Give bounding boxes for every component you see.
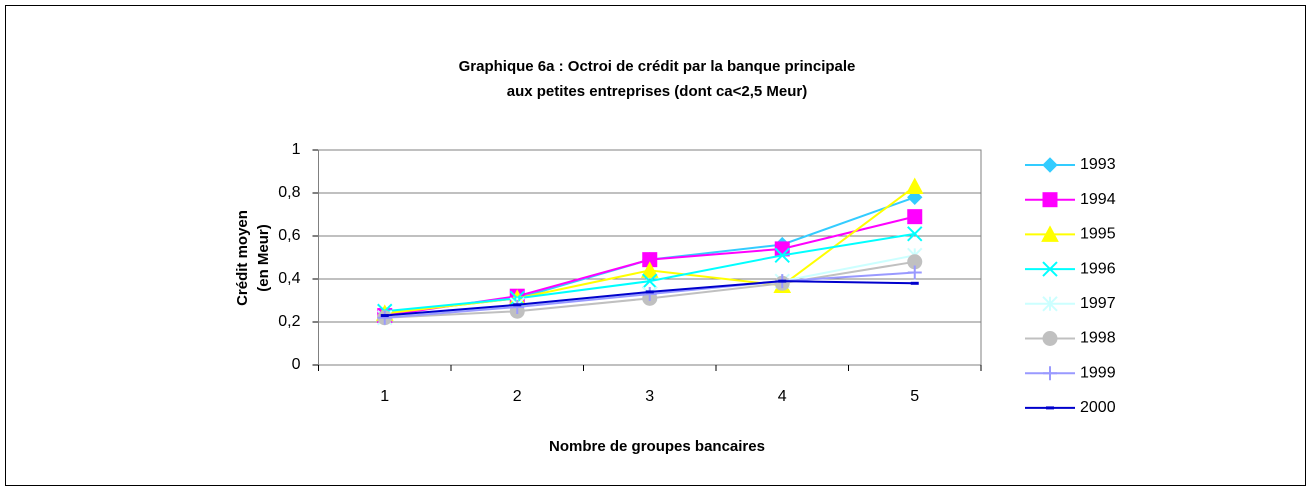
plot-border — [318, 149, 982, 366]
chart-title: Graphique 6a : Octroi de crédit par la b… — [459, 58, 856, 75]
marker — [1042, 331, 1058, 346]
legend-label: 1996 — [1080, 260, 1116, 277]
marker — [1042, 261, 1058, 277]
legend-label: 2000 — [1080, 399, 1116, 416]
marker — [1042, 157, 1058, 173]
legend-label: 1993 — [1080, 156, 1116, 173]
x-axis-title: Nombre de groupes bancaires — [549, 438, 765, 455]
y-tick-label: 0,6 — [278, 227, 300, 244]
y-tick-label: 0,2 — [278, 313, 300, 330]
marker — [1043, 366, 1057, 381]
marker — [774, 247, 790, 264]
marker — [642, 287, 657, 302]
y-tick-label: 0 — [292, 356, 301, 373]
legend-label: 1999 — [1080, 364, 1116, 381]
y-axis-title: (en Meur) — [255, 224, 272, 292]
y-tick-label: 1 — [292, 141, 301, 158]
x-tick-label: 3 — [645, 388, 654, 405]
y-tick-label: 0,8 — [278, 184, 300, 201]
marker — [907, 226, 923, 242]
x-tick-label: 5 — [910, 388, 919, 405]
marker — [642, 273, 658, 289]
marker — [377, 310, 392, 325]
x-tick-label: 1 — [380, 388, 389, 405]
marker — [1042, 192, 1058, 208]
marker — [1041, 225, 1059, 242]
y-axis-title: Crédit moyen — [234, 210, 251, 306]
legend-label: 1995 — [1080, 226, 1116, 243]
legend-label: 1998 — [1080, 330, 1116, 347]
y-tick-label: 0,4 — [278, 270, 300, 287]
x-tick-label: 2 — [513, 388, 522, 405]
marker — [905, 177, 924, 195]
chart-title: aux petites entreprises (dont ca<2,5 Meu… — [507, 83, 808, 100]
marker — [907, 209, 923, 225]
legend-label: 1994 — [1080, 191, 1116, 208]
marker — [640, 261, 659, 278]
marker — [510, 299, 525, 314]
marker — [907, 265, 922, 280]
x-tick-label: 4 — [778, 388, 787, 405]
marker — [1042, 296, 1058, 312]
legend-label: 1997 — [1080, 295, 1116, 312]
